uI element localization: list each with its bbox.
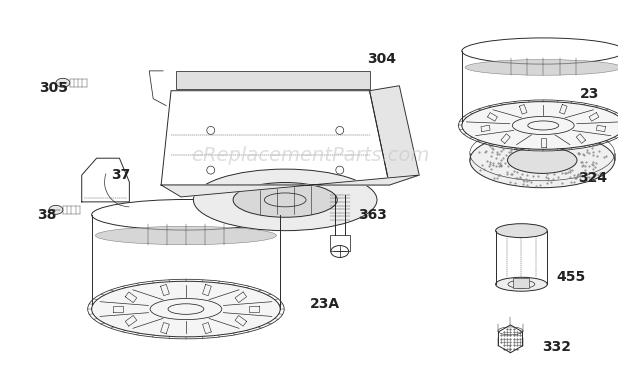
Ellipse shape [470,133,614,188]
Polygon shape [161,175,419,197]
Text: 305: 305 [39,81,68,95]
Text: 455: 455 [556,270,585,284]
Text: 38: 38 [37,208,56,222]
Text: 363: 363 [358,208,386,222]
Text: 23A: 23A [310,297,340,311]
Ellipse shape [508,147,577,174]
Ellipse shape [465,60,620,75]
FancyBboxPatch shape [513,278,529,288]
Ellipse shape [233,182,337,217]
Ellipse shape [462,102,620,149]
Text: 304: 304 [368,52,397,66]
Polygon shape [370,86,419,185]
Ellipse shape [49,205,63,214]
Ellipse shape [95,226,277,245]
Ellipse shape [56,78,70,87]
Ellipse shape [495,224,547,238]
Text: 37: 37 [112,168,131,182]
Ellipse shape [92,281,280,337]
FancyBboxPatch shape [176,71,370,89]
Ellipse shape [193,169,377,231]
Ellipse shape [495,277,547,291]
Text: 324: 324 [578,171,607,185]
Text: 23: 23 [580,87,600,101]
Text: 332: 332 [542,340,571,354]
Text: eReplacementParts.com: eReplacementParts.com [191,146,429,165]
